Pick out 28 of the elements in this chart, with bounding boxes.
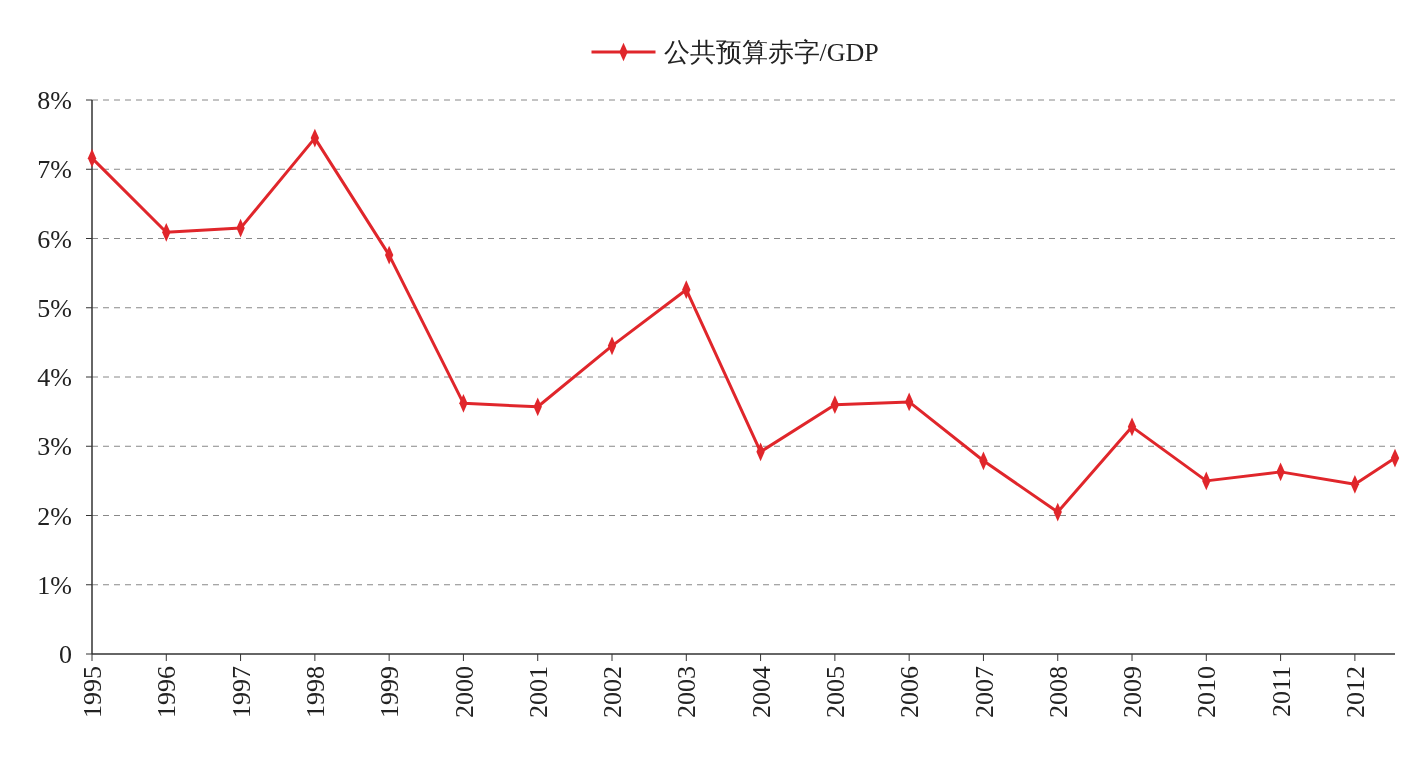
x-tick-label: 2009 <box>1118 666 1148 718</box>
y-tick-label: 4% <box>37 363 72 393</box>
x-tick-label: 2003 <box>672 666 702 718</box>
y-tick-label: 6% <box>37 224 72 254</box>
x-tick-label: 2002 <box>598 666 628 718</box>
y-tick-label: 5% <box>37 293 72 323</box>
y-tick-label: 0 <box>59 640 72 670</box>
x-tick-label: 1999 <box>375 666 405 718</box>
x-tick-label: 1998 <box>300 666 330 718</box>
x-tick-label: 1997 <box>226 666 256 718</box>
x-tick-label: 2007 <box>969 666 999 718</box>
x-tick-label: 2011 <box>1266 666 1296 718</box>
x-tick-label: 2005 <box>820 666 850 718</box>
x-tick-label: 2000 <box>449 666 479 718</box>
x-tick-label: 2004 <box>746 666 776 718</box>
y-tick-label: 3% <box>37 432 72 462</box>
x-tick-label: 1996 <box>152 666 182 718</box>
y-tick-label: 8% <box>37 86 72 116</box>
x-tick-label: 2006 <box>895 666 925 718</box>
y-tick-label: 7% <box>37 155 72 185</box>
x-tick-label: 1995 <box>78 666 108 718</box>
x-tick-label: 2008 <box>1043 666 1073 718</box>
y-tick-label: 1% <box>37 570 72 600</box>
y-tick-label: 2% <box>37 501 72 531</box>
x-tick-label: 2001 <box>523 666 553 718</box>
x-tick-label: 2012 <box>1340 666 1370 718</box>
x-tick-label: 2010 <box>1192 666 1222 718</box>
legend-label: 公共预算赤字/GDP <box>663 38 879 68</box>
